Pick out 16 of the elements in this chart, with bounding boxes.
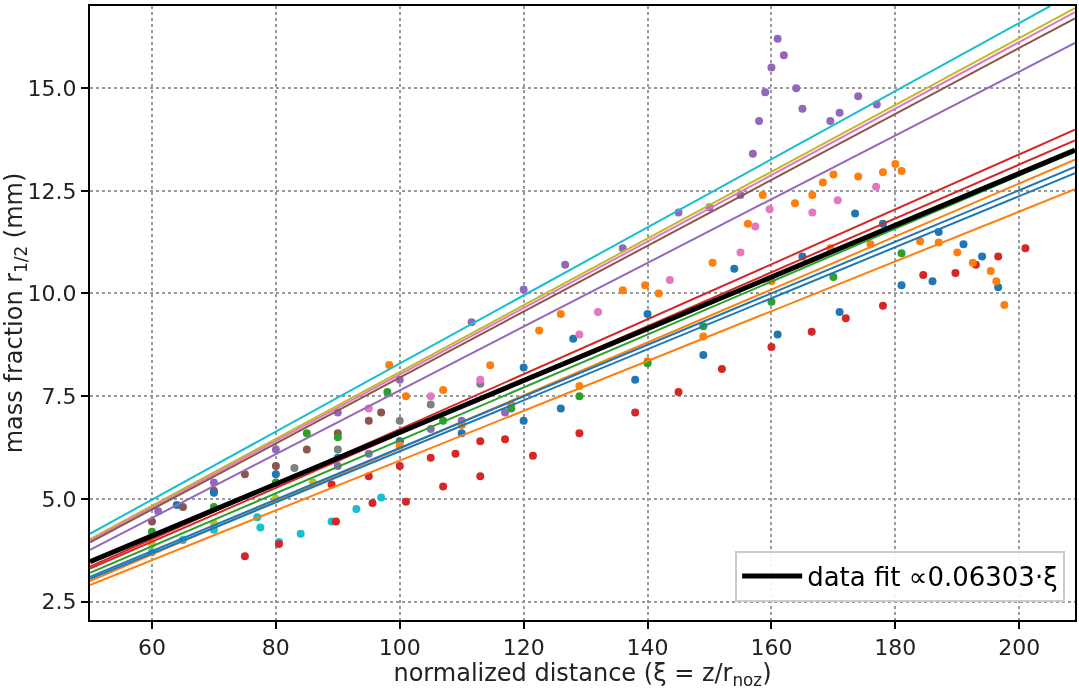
y-tick-label: 10.0 (27, 281, 77, 307)
x-tick-label: 100 (378, 635, 421, 661)
x-tick-label: 180 (874, 635, 917, 661)
x-axis-title: normalized distance (ξ = z/r$_{noz}$) (393, 658, 772, 690)
y-tick-label: 12.5 (27, 178, 77, 204)
y-tick-label: 7.5 (41, 383, 77, 409)
x-tick-label: 160 (750, 635, 793, 661)
x-tick-label: 80 (261, 635, 290, 661)
x-tick-label: 60 (137, 635, 166, 661)
legend-label: data fit ∝0.06303·ξ (807, 562, 1058, 593)
x-tick-label: 200 (998, 635, 1041, 661)
y-tick-label: 15.0 (27, 75, 77, 101)
x-tick-label: 140 (626, 635, 669, 661)
x-tick-label: 120 (502, 635, 545, 661)
y-tick-label: 2.5 (41, 589, 77, 615)
y-tick-label: 5.0 (41, 486, 77, 512)
